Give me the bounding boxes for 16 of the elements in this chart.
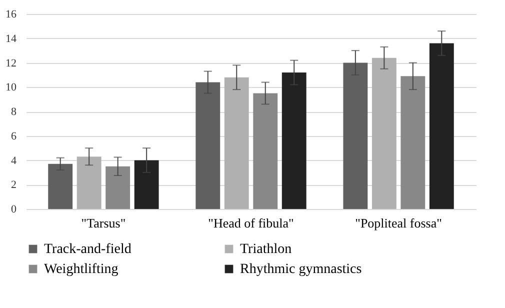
y-tick-label: 10 [6, 82, 17, 94]
legend-label: Triathlon [240, 242, 292, 257]
x-tick-label: "Head of fibula" [208, 216, 294, 230]
legend-label: Weightlifting [44, 262, 118, 277]
y-tick-label: 12 [6, 57, 16, 70]
x-tick-label: "Tarsus" [81, 216, 126, 230]
y-tick-label: 4 [11, 154, 17, 167]
x-tick-label: "Popliteal fossa" [355, 216, 442, 230]
legend-label: Track-and-field [44, 242, 132, 257]
y-tick-label: 6 [11, 130, 17, 142]
y-tick-label: 14 [6, 32, 17, 45]
y-tick-label: 16 [6, 8, 17, 20]
y-tick-label: 2 [11, 179, 16, 192]
legend-label: Rhythmic gymnastics [240, 262, 362, 277]
y-tick-label: 0 [11, 204, 17, 216]
y-tick-label: 8 [11, 106, 17, 118]
